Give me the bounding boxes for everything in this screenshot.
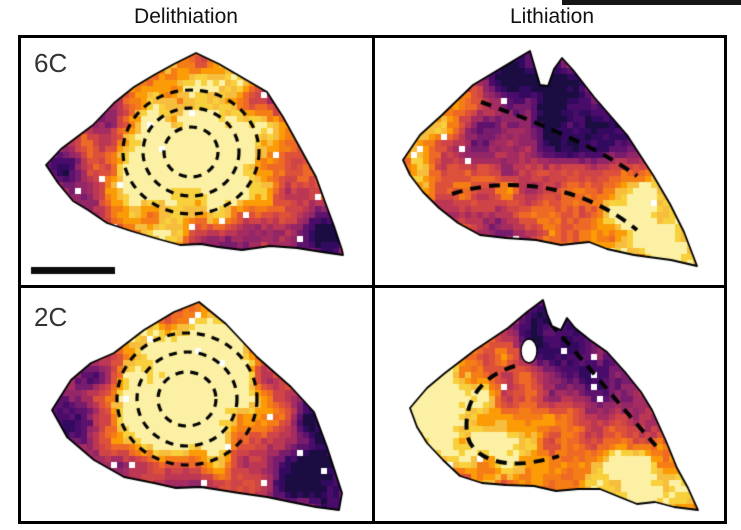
cropped-artifact-bar bbox=[562, 0, 741, 5]
panel-6c-delithiation: 6C bbox=[21, 38, 372, 285]
row-label-2c: 2C bbox=[34, 302, 68, 332]
heatmap-6c-lithiation bbox=[375, 38, 724, 285]
heatmap-2c-delithiation bbox=[21, 288, 372, 521]
column-title-delithiation: Delithiation bbox=[134, 5, 238, 28]
row-label-6c: 6C bbox=[34, 48, 68, 78]
heatmap-2c-lithiation bbox=[375, 288, 724, 521]
column-divider bbox=[372, 38, 375, 521]
heatmap-6c-delithiation bbox=[21, 38, 372, 285]
panel-2c-delithiation: 2C bbox=[21, 288, 372, 521]
column-title-lithiation: Lithiation bbox=[509, 5, 595, 28]
figure-frame: 6C 2C bbox=[18, 35, 727, 524]
panel-2c-lithiation bbox=[375, 288, 724, 521]
row-divider bbox=[21, 285, 724, 288]
panel-6c-lithiation bbox=[375, 38, 724, 285]
